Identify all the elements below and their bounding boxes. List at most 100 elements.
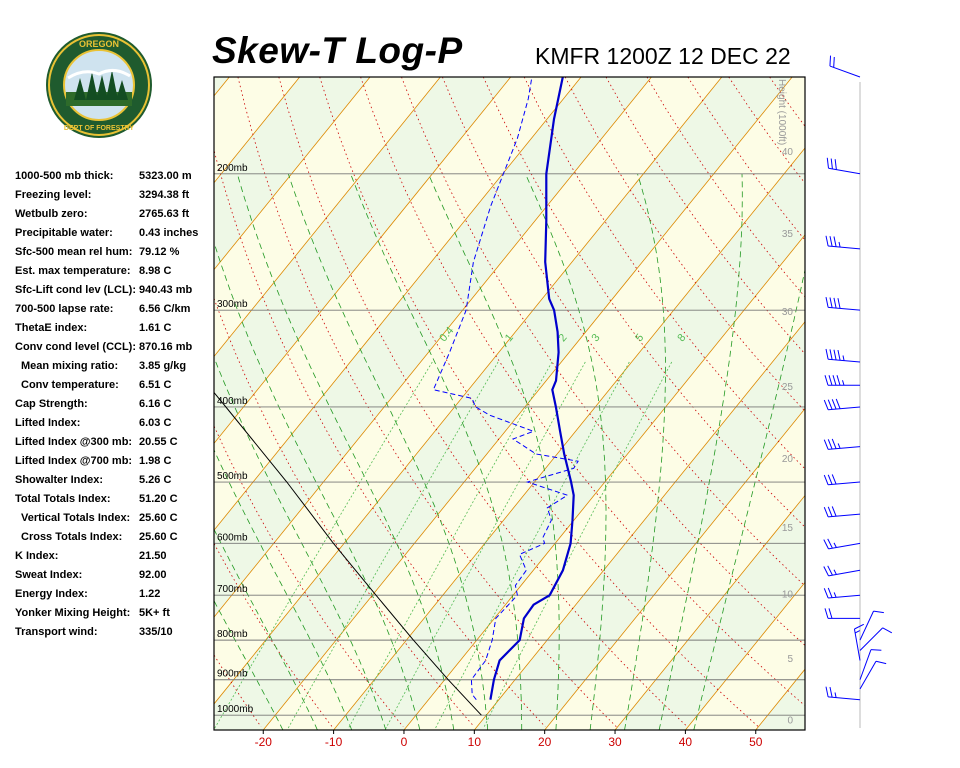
index-label: Lifted Index:	[15, 417, 81, 429]
dry-adiabat	[214, 148, 546, 728]
mixing-ratio-label: 2	[556, 332, 569, 344]
index-label: Energy Index:	[15, 588, 88, 600]
mixing-ratio-label: 1	[503, 332, 516, 344]
dry-adiabat	[811, 77, 960, 727]
mixing-ratio-line	[348, 361, 553, 729]
wind-barb-feather	[827, 538, 833, 549]
wind-barb-feather	[831, 474, 837, 485]
wind-barb-feather	[829, 55, 832, 67]
index-label: Freezing level:	[15, 189, 92, 201]
index-label: Mean mixing ratio:	[21, 360, 119, 372]
wind-barb-feather	[854, 623, 864, 630]
wind-barb	[828, 245, 861, 250]
dry-adiabat	[319, 77, 759, 728]
wind-barb-feather	[835, 398, 841, 409]
index-label: Cap Strength:	[15, 398, 88, 410]
moist-adiabat	[525, 173, 607, 730]
isotherm-line	[333, 147, 805, 730]
wind-barb-half-feather	[833, 542, 837, 548]
wind-barb	[828, 569, 861, 577]
index-value: 3.85 g/kg	[139, 360, 187, 372]
dry-adiabat	[646, 77, 805, 298]
wind-barb-feather	[833, 236, 837, 247]
index-label: Yonker Mixing Height:	[15, 607, 131, 619]
index-value: 92.00	[139, 569, 167, 581]
dry-adiabat	[605, 77, 805, 355]
dry-adiabat	[933, 77, 960, 727]
wind-barb-feather	[833, 56, 835, 68]
wind-barb	[853, 628, 861, 661]
index-value: 0.43 inches	[139, 227, 199, 239]
wind-barb	[828, 594, 861, 599]
wind-barb-feather	[823, 506, 829, 518]
wind-barb	[828, 696, 861, 701]
mixing-ratio-label: 0.4	[437, 325, 456, 344]
dry-adiabat	[687, 77, 805, 241]
wind-barb-half-feather	[842, 380, 845, 386]
index-value: 1.22	[139, 588, 161, 600]
moist-adiabat	[428, 173, 560, 730]
wind-barb-feather	[834, 159, 837, 170]
x-tick-label: 20	[538, 735, 552, 749]
index-label: K Index:	[15, 550, 59, 562]
height-tick-label: 35	[782, 229, 794, 240]
oregon-department-of-forestry-logo: OREGON DEPT OF FORESTRY	[46, 32, 152, 138]
index-label: Sfc-Lift cond lev (LCL):	[15, 284, 136, 296]
index-value: 79.12 %	[139, 246, 180, 258]
wind-barb	[828, 542, 861, 550]
dewpoint-trace-line	[432, 77, 579, 701]
wind-barb	[828, 513, 861, 518]
index-label: Sfc-500 mean rel hum:	[15, 246, 133, 258]
index-value: 3294.38 ft	[139, 189, 190, 201]
x-tick-label: 50	[749, 735, 763, 749]
index-label: Lifted Index @300 mb:	[15, 436, 133, 448]
height-tick-label: 30	[782, 307, 794, 318]
pressure-label: 1000mb	[217, 704, 254, 715]
wind-barb-feather	[831, 506, 837, 517]
wind-barb-feather	[823, 474, 829, 485]
isotherm-line	[214, 77, 582, 531]
pressure-label: 800mb	[217, 629, 248, 640]
wind-barb-feather	[882, 627, 893, 634]
mixing-ratio-line	[483, 361, 673, 729]
height-tick-label: 5	[787, 654, 793, 665]
wind-barb-feather	[828, 375, 833, 386]
wind-barb-half-feather	[854, 630, 861, 634]
x-tick-label: 10	[468, 735, 482, 749]
index-value: 21.50	[139, 550, 167, 562]
index-value: 870.16 mb	[139, 341, 193, 353]
index-value: 940.43 mb	[139, 284, 193, 296]
chart-title: Skew-T Log-P	[212, 30, 463, 71]
index-label: Precipitable water:	[15, 227, 113, 239]
wind-barb-half-feather	[833, 569, 837, 575]
isotherm-line	[614, 494, 805, 730]
pressure-label: 700mb	[217, 584, 248, 595]
station-time-label: KMFR 1200Z 12 DEC 22	[535, 43, 791, 69]
index-value: 8.98 C	[139, 265, 172, 277]
index-value: 335/10	[139, 626, 173, 638]
wind-barb-feather	[870, 649, 882, 651]
dry-adiabat	[278, 77, 688, 728]
pressure-label: 600mb	[217, 532, 248, 543]
isotherm-line	[214, 77, 723, 705]
dry-adiabat	[769, 77, 805, 127]
isotherm-band	[755, 669, 805, 730]
wind-barb-feather	[875, 660, 887, 665]
wind-barb	[828, 306, 861, 311]
wind-barb	[859, 610, 874, 641]
pressure-label: 300mb	[217, 299, 248, 310]
wind-barb-feather	[825, 348, 829, 360]
wind-barb-feather	[827, 587, 833, 598]
wind-barb-feather	[873, 610, 884, 614]
mixing-ratio-line	[385, 361, 586, 729]
x-tick-label: -20	[255, 735, 273, 749]
index-label: Cross Totals Index:	[21, 531, 123, 543]
wind-barb-feather	[833, 297, 837, 309]
isotherm-line	[685, 581, 805, 730]
index-value: 5.26 C	[139, 474, 172, 486]
index-label: 1000-500 mb thick:	[15, 170, 114, 182]
isotherm-line	[214, 77, 652, 618]
wind-barb-feather	[829, 236, 833, 247]
wind-barb-feather	[826, 157, 829, 169]
wind-barb-half-feather	[834, 692, 837, 698]
